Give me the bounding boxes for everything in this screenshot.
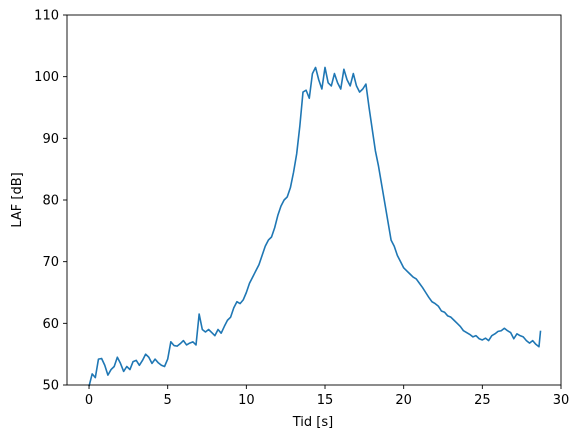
x-tick-label: 10 [238, 393, 255, 408]
y-tick-label: 100 [34, 70, 59, 85]
x-tick-label: 25 [474, 393, 491, 408]
y-tick-label: 70 [42, 255, 59, 270]
x-tick-label: 15 [317, 393, 334, 408]
series-line-0 [88, 66, 542, 387]
y-tick-label: 90 [42, 132, 59, 147]
x-tick-label: 20 [395, 393, 412, 408]
y-tick-label: 110 [34, 9, 59, 24]
x-tick-label: 0 [85, 393, 93, 408]
x-axis-ticks: 0 5 10 15 20 25 30 [85, 385, 569, 408]
x-tick-label: 5 [164, 393, 172, 408]
y-tick-label: 80 [42, 194, 59, 209]
y-tick-label: 60 [42, 317, 59, 332]
y-axis-label: LAF [dB] [10, 172, 25, 227]
y-axis-ticks: 50 60 70 80 90 100 110 [34, 9, 67, 394]
x-axis-label: Tid [s] [292, 415, 333, 430]
x-tick-label: 30 [553, 393, 570, 408]
plot-area [66, 14, 562, 387]
y-tick-label: 50 [42, 379, 59, 394]
